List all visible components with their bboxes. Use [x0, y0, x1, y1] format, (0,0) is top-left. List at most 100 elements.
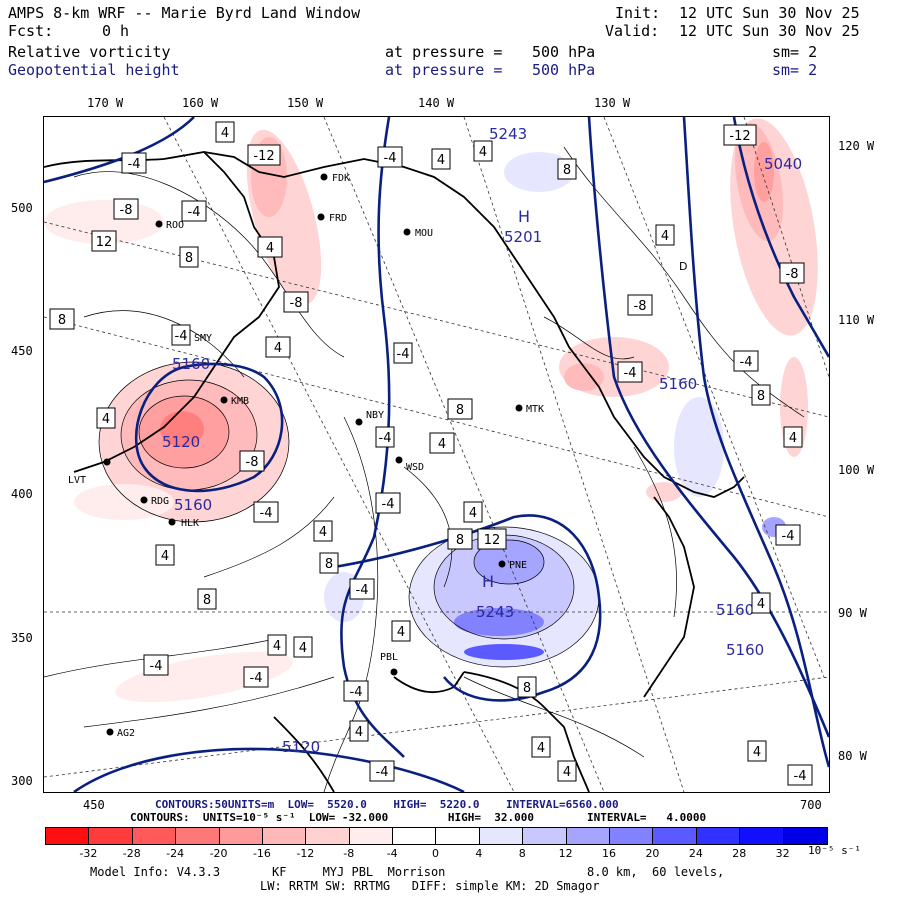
- top-lon-label: 150 W: [287, 96, 324, 110]
- x-tick-label: 700: [800, 798, 822, 812]
- colorbar-cell: [566, 828, 611, 844]
- station-label: WSD: [406, 462, 424, 473]
- fcst-label: Fcst:: [8, 22, 54, 40]
- colorbar-label: 0: [432, 847, 439, 860]
- field-2-pressure: 500 hPa: [532, 61, 596, 79]
- vort-label: -4: [384, 151, 397, 166]
- height-label: 5160: [716, 601, 754, 619]
- height-label: 5160: [659, 375, 697, 393]
- colorbar-cell: [46, 828, 90, 844]
- vort-label-box: 8: [179, 246, 199, 268]
- vort-label-box: 4: [257, 236, 283, 258]
- vort-label: 8: [456, 533, 464, 548]
- station-dots: [103, 173, 523, 736]
- vort-label-box: -4: [171, 324, 191, 346]
- pressure-center-markers: H H D: [482, 207, 687, 591]
- lat-lon-grid: [44, 117, 829, 792]
- vort-label-box: -4: [253, 501, 279, 523]
- vort-label: 4: [469, 506, 477, 521]
- vorticity-positive-shading: [324, 152, 786, 667]
- vort-label: 4: [437, 153, 445, 168]
- vort-label-box: 12: [91, 230, 117, 252]
- vort-label-box: 4: [265, 336, 291, 358]
- vort-label-box: -8: [779, 262, 805, 284]
- vort-label: 4: [274, 341, 282, 356]
- colorbar-label: -8: [343, 847, 355, 860]
- model-title: AMPS 8-km WRF -- Marie Byrd Land Window: [8, 4, 361, 22]
- colorbar-label: -12: [296, 847, 315, 860]
- vort-label: 4: [753, 745, 761, 760]
- vort-label: -4: [175, 329, 188, 344]
- vort-label: 4: [355, 725, 363, 740]
- vort-label: 4: [102, 412, 110, 427]
- x-tick-label: 450: [83, 798, 105, 812]
- height-label: 5120: [282, 738, 320, 756]
- vort-label-box: -4: [121, 152, 147, 174]
- station-label: SMY: [194, 333, 212, 344]
- footer-resolution: 8.0 km, 60 levels,: [587, 865, 725, 879]
- colorbar-cell: [696, 828, 741, 844]
- vort-label-box: 8: [517, 676, 537, 698]
- vort-label: -4: [379, 431, 392, 446]
- top-lon-label: 170 W: [87, 96, 124, 110]
- vort-label-box: -4: [377, 146, 403, 168]
- vort-label-box: 4: [391, 620, 411, 642]
- colorbar-labels: -32 -28 -24 -20 -16 -12 -8 -4 0 4 8 12 16 20 24 28 32: [45, 847, 828, 861]
- y-tick-label: 350: [11, 631, 33, 645]
- vort-label-box: [270, 337, 294, 357]
- high-marker: H: [518, 207, 530, 226]
- right-lon-label: 80 W: [838, 749, 867, 763]
- vorticity-negative-shading: [44, 118, 818, 703]
- vort-label: 4: [161, 549, 169, 564]
- vort-label-box: 8: [319, 552, 339, 574]
- colorbar-cell: [523, 828, 567, 844]
- vort-label: -8: [786, 267, 799, 282]
- right-lon-label: 120 W: [838, 139, 875, 153]
- colorbar-cell: [610, 828, 654, 844]
- colorbar-cell: [479, 828, 524, 844]
- vort-label: 12: [484, 533, 501, 548]
- height-label: 5243: [489, 125, 527, 143]
- vort-label-box: -12: [247, 144, 281, 166]
- vort-label: 4: [299, 641, 307, 656]
- vort-label: -4: [356, 583, 369, 598]
- vort-label-box: -8: [283, 291, 309, 313]
- colorbar-label: 24: [688, 847, 703, 860]
- vort-label-box: -4: [787, 764, 813, 786]
- vort-label-box: 4: [557, 760, 577, 782]
- vort-label: -4: [250, 671, 263, 686]
- field-1-pressure: 500 hPa: [532, 43, 596, 61]
- vort-label: -12: [729, 129, 750, 144]
- colorbar-label: 32: [775, 847, 790, 860]
- vort-label-box: 4: [429, 432, 455, 454]
- vort-label-box: [560, 761, 578, 781]
- top-lon-label: 140 W: [418, 96, 455, 110]
- station-label: FRD: [329, 213, 347, 224]
- vort-label-box: -4: [375, 426, 395, 448]
- right-lon-label: 110 W: [838, 313, 875, 327]
- station-label: NBY: [366, 410, 384, 421]
- vort-label-box: -8: [627, 294, 653, 316]
- vort-label: 8: [563, 163, 571, 178]
- station-label: FDK: [332, 173, 350, 184]
- fcst-value: 0 h: [102, 22, 130, 40]
- vort-label-box: 8: [751, 384, 771, 406]
- field-1-pressure-label: at pressure =: [385, 43, 503, 61]
- vort-label: 4: [661, 229, 669, 244]
- vort-label: -4: [376, 765, 389, 780]
- vort-label-box: 4: [96, 407, 116, 429]
- init-label: Init:: [615, 4, 661, 22]
- height-contour-labels: 5243 5201 5040 5160 5120 5160 5160 5160 …: [162, 125, 802, 756]
- height-label: 5120: [162, 433, 200, 451]
- vort-label: -4: [397, 347, 410, 362]
- vort-label: 4: [319, 525, 327, 540]
- vort-label: 8: [185, 251, 193, 266]
- colorbar-label: -4: [386, 847, 398, 860]
- station-label: LVT: [68, 475, 86, 486]
- colorbar-cell: [393, 828, 437, 844]
- vort-label: -4: [782, 529, 795, 544]
- vort-label-box: -4: [243, 666, 269, 688]
- vort-label: 4: [757, 597, 765, 612]
- station-labels: FDK FRD MOU ROO SMY KMB NBY MTK LVT RDG …: [68, 173, 544, 739]
- station-label: MTK: [526, 404, 544, 415]
